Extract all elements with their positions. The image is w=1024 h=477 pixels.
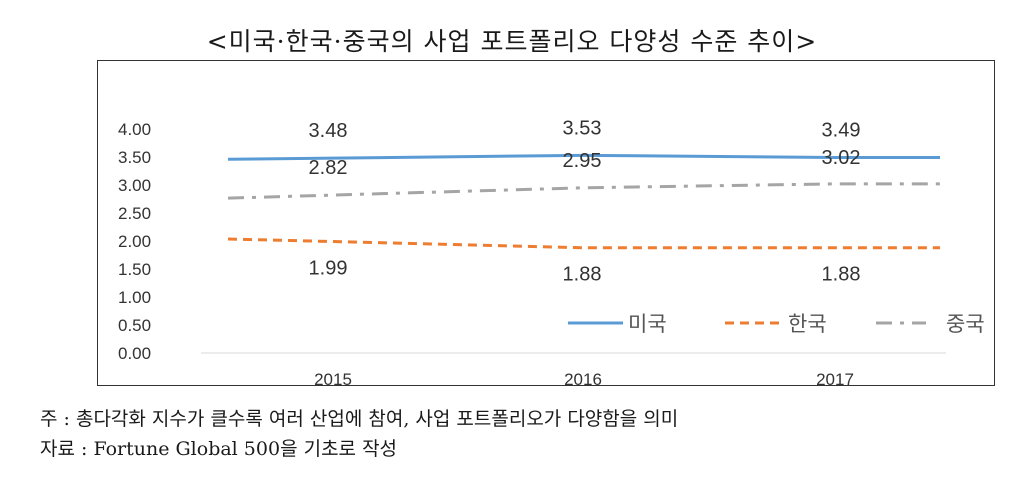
y-tick-label: 3.00 xyxy=(118,176,151,195)
data-label: 2.95 xyxy=(563,150,602,172)
data-label: 3.02 xyxy=(822,147,861,169)
data-label: 1.88 xyxy=(563,264,602,286)
y-tick-label: 1.00 xyxy=(118,288,151,307)
data-label: 1.88 xyxy=(822,264,861,286)
line-chart: 0.00 0.50 1.00 1.50 2.00 2.50 3.00 3.50 4.00 201… xyxy=(118,117,985,387)
legend-label: 한국 xyxy=(788,312,827,336)
data-label: 3.53 xyxy=(563,117,602,139)
x-axis: 2015 2016 2017 xyxy=(314,370,854,387)
x-tick-label: 2015 xyxy=(314,370,352,387)
y-tick-label: 2.00 xyxy=(118,232,151,251)
legend: 미국 한국 중국 xyxy=(568,312,985,336)
chart-frame: 0.00 0.50 1.00 1.50 2.00 2.50 3.00 3.50 4.00 201… xyxy=(97,60,995,387)
data-labels: 3.48 3.53 3.49 1.99 1.88 1.88 2.82 2.95 3.02 xyxy=(309,117,861,285)
x-tick-label: 2016 xyxy=(564,370,602,387)
source-note: 자료 : Fortune Global 500을 기초로 작성 xyxy=(40,438,398,460)
footnote: 주 : 총다각화 지수가 클수록 여러 산업에 참여, 사업 포트폴리오가 다양… xyxy=(40,408,679,430)
legend-label: 중국 xyxy=(946,312,985,336)
y-axis: 0.00 0.50 1.00 1.50 2.00 2.50 3.00 3.50 4.00 xyxy=(118,120,151,363)
data-label: 3.49 xyxy=(822,120,861,142)
chart-title: <미국·한국·중국의 사업 포트폴리오 다양성 수준 추이> xyxy=(206,27,818,56)
y-tick-label: 3.50 xyxy=(118,148,151,167)
series-line-korea xyxy=(227,237,940,250)
data-label: 2.82 xyxy=(309,157,348,179)
y-tick-label: 0.50 xyxy=(118,316,151,335)
data-label: 1.99 xyxy=(309,258,348,280)
y-tick-label: 4.00 xyxy=(118,120,151,139)
y-tick-label: 1.50 xyxy=(118,260,151,279)
y-tick-label: 2.50 xyxy=(118,204,151,223)
series-line-usa xyxy=(227,153,940,161)
legend-label: 미국 xyxy=(628,312,667,336)
x-tick-label: 2017 xyxy=(816,370,854,387)
data-label: 3.48 xyxy=(309,120,348,142)
series-lines xyxy=(227,153,940,250)
series-line-china xyxy=(227,182,940,200)
y-tick-label: 0.00 xyxy=(118,344,151,363)
